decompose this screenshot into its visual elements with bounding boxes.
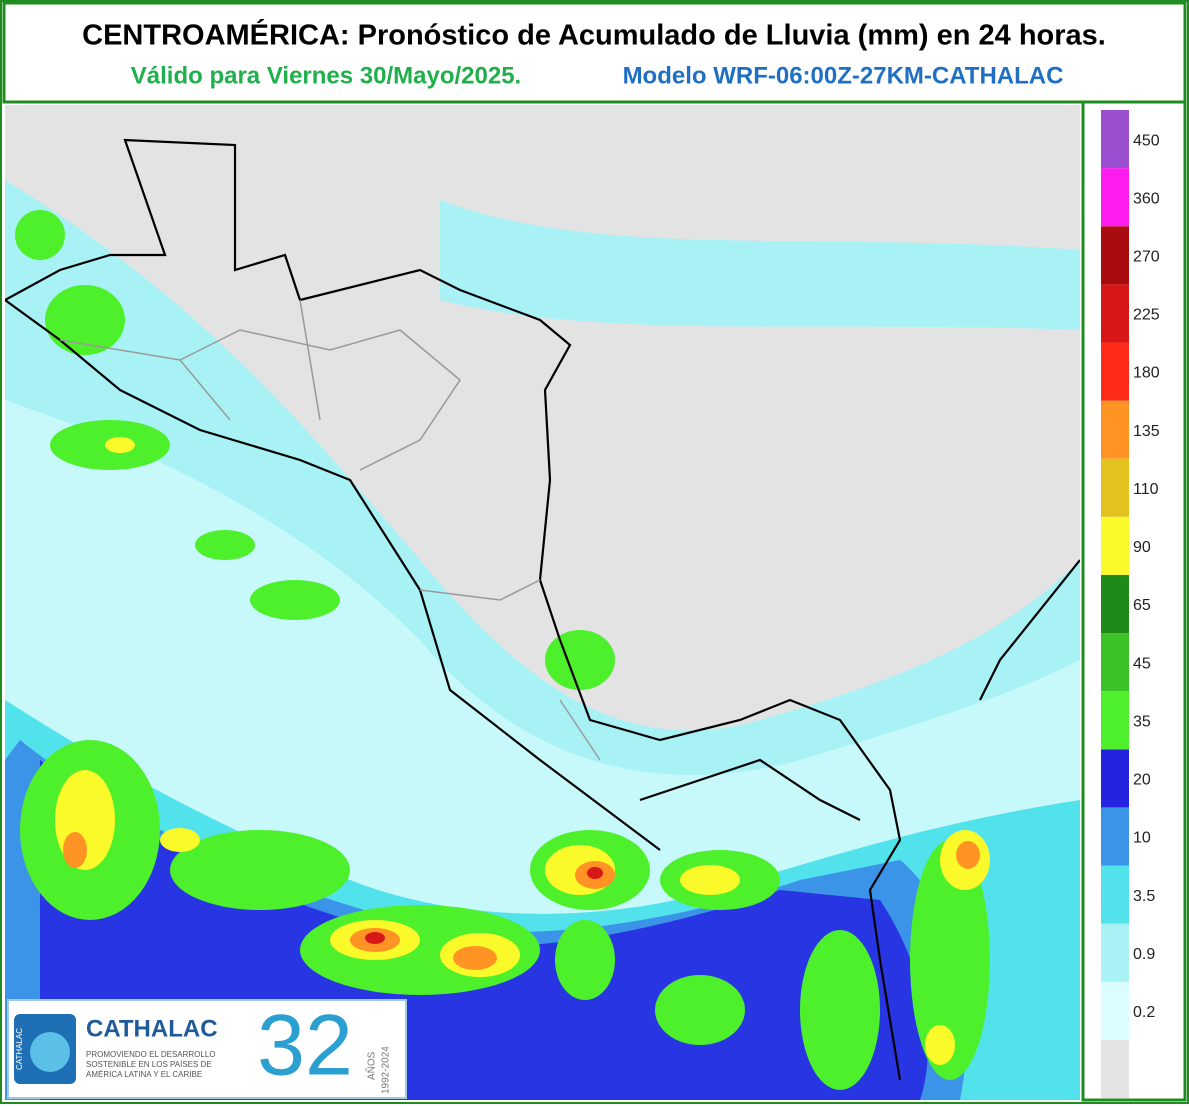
legend-swatch: [1101, 1039, 1129, 1098]
legend-label: 270: [1133, 249, 1160, 266]
legend-swatch: [1101, 574, 1129, 634]
legend-label: 3.5: [1133, 888, 1155, 905]
legend-label: 360: [1133, 190, 1160, 207]
legend-label: 0.9: [1133, 946, 1155, 963]
legend-label: 225: [1133, 307, 1160, 324]
legend-label: 45: [1133, 655, 1151, 672]
rain-cells: [365, 867, 603, 944]
legend-swatch: [1101, 923, 1129, 982]
legend-swatch: [1101, 633, 1129, 692]
legend-label: 10: [1133, 830, 1151, 847]
logo-tagline: SOSTENIBLE EN LOS PAÍSES DE: [86, 1060, 212, 1069]
legend-swatch: [1101, 168, 1129, 227]
logo-badge: CATHALAC: [15, 1028, 24, 1070]
model: Modelo WRF-06:00Z-27KM-CATHALAC: [623, 62, 1064, 89]
logo-name: CATHALAC: [86, 1015, 218, 1042]
legend-label: 20: [1133, 772, 1151, 789]
legend-swatch: [1101, 458, 1129, 517]
logo-tagline: PROMOVIENDO EL DESARROLLO: [86, 1050, 216, 1059]
legend-label: 35: [1133, 713, 1151, 730]
header-box: [2, 1, 1187, 104]
legend-label: 65: [1133, 597, 1151, 614]
logo-anniversary: 32: [257, 998, 353, 1094]
legend-swatch: [1101, 342, 1129, 401]
legend-swatch: [1101, 865, 1129, 924]
map: [5, 105, 1080, 1100]
legend-swatch: [1101, 226, 1129, 285]
title: CENTROAMÉRICA: Pronóstico de Acumulado d…: [82, 18, 1106, 52]
logo-years-word: AÑOS: [365, 1051, 378, 1080]
legend-swatch: [1101, 400, 1129, 459]
logo-years: 1992-2024: [381, 1046, 392, 1094]
legend-label: 110: [1133, 481, 1159, 498]
borders: [59, 299, 601, 761]
validity: Válido para Viernes 30/Mayo/2025.: [131, 62, 521, 89]
coastline: [5, 138, 1080, 1081]
legend-swatch: [1101, 981, 1129, 1040]
logo-tagline: AMÉRICA LATINA Y EL CARIBE: [86, 1070, 202, 1079]
legend-swatch: [1101, 516, 1129, 575]
legend: 0.2 0.9 3.5 10 20 35 45 65 90 110 135 180 225 270 360 4…: [1101, 110, 1160, 1098]
legend-label: 450: [1133, 132, 1160, 149]
logo: CATHALAC CATHALAC PROMOVIENDO EL DESARRO…: [7, 998, 407, 1099]
legend-swatch: [1101, 284, 1129, 343]
legend-swatch: [1101, 807, 1129, 866]
legend-swatch: [1101, 691, 1129, 750]
legend-swatch: [1101, 749, 1129, 808]
legend-panel: [1081, 100, 1187, 1102]
logo-globe: [30, 1032, 70, 1072]
legend-label: 135: [1133, 423, 1160, 440]
rain-area: [440, 200, 1080, 330]
legend-label: 0.2: [1133, 1004, 1155, 1021]
legend-label: 180: [1133, 365, 1160, 382]
legend-label: 90: [1133, 539, 1151, 556]
legend-swatch: [1101, 110, 1129, 169]
